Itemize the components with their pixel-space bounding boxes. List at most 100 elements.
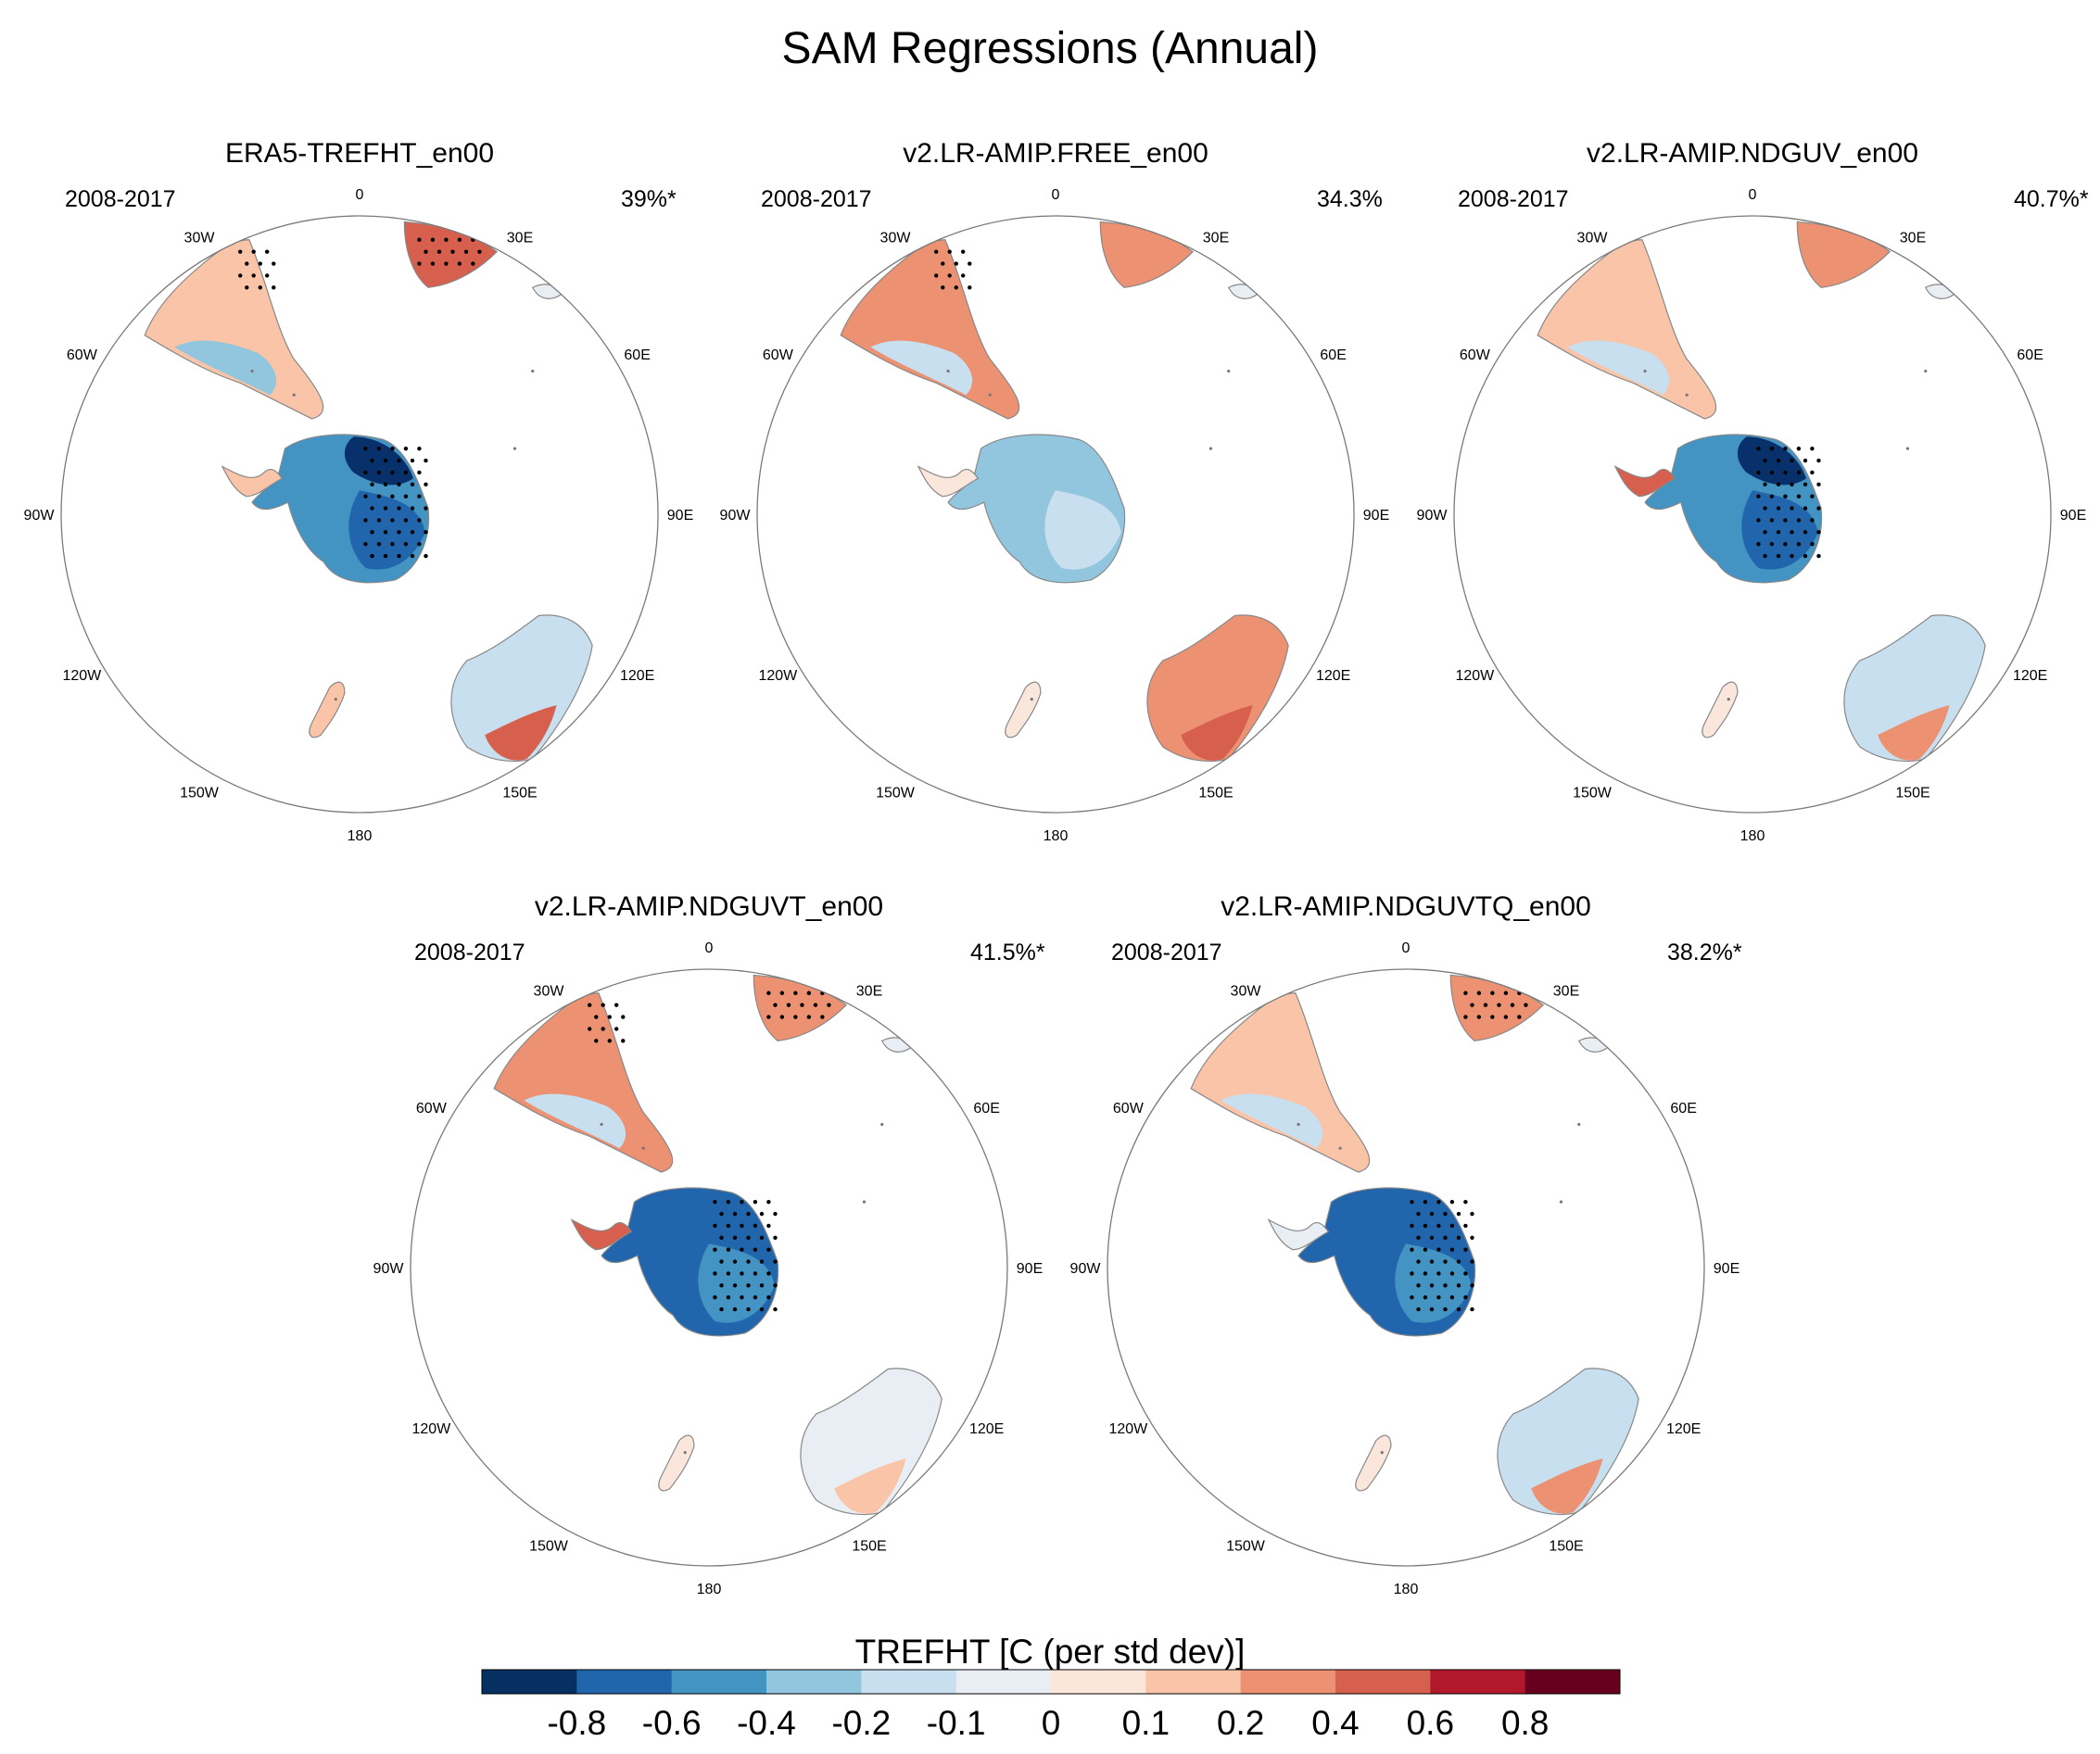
significance-dot xyxy=(713,1247,717,1252)
new-zealand-field xyxy=(1355,1434,1392,1492)
longitude-label: 90E xyxy=(2060,508,2086,524)
significance-dot xyxy=(410,482,415,486)
longitude-label: 60W xyxy=(67,347,98,363)
significance-dot xyxy=(793,991,798,995)
longitude-label: 120E xyxy=(620,668,654,684)
longitude-label: 0 xyxy=(356,187,364,203)
significance-dot xyxy=(370,530,374,535)
significance-dot xyxy=(1796,542,1802,547)
significance-dot xyxy=(1763,530,1767,535)
significance-dot xyxy=(746,1211,751,1217)
significance-dot xyxy=(601,1027,605,1031)
panel-title: v2.LR-AMIP.FREE_en00 xyxy=(903,138,1208,169)
significance-dot xyxy=(1423,1223,1428,1229)
antarctica-interior-field xyxy=(1741,490,1818,570)
significance-dot xyxy=(766,1223,771,1229)
significance-dot xyxy=(1443,1306,1448,1312)
antarctica-interior-field xyxy=(698,1243,775,1323)
south-america-field xyxy=(1190,992,1371,1173)
map-border xyxy=(756,215,1355,814)
significance-dot xyxy=(410,553,415,559)
significance-dot xyxy=(732,1283,738,1288)
significance-dot xyxy=(397,553,401,559)
significance-dot xyxy=(370,458,374,463)
significance-dot xyxy=(614,1003,619,1007)
south-america-south-field xyxy=(524,1093,626,1149)
significance-dot xyxy=(719,1283,724,1288)
significance-dot xyxy=(934,273,939,278)
panels: 0 30E 60E 90E 120E 150E 180 150W 120W 90W 60W 30W ER… xyxy=(24,138,2089,1597)
significance-dot xyxy=(1810,494,1815,498)
longitude-label: 90E xyxy=(1017,1261,1043,1277)
significance-dot xyxy=(376,518,382,523)
significance-dot xyxy=(1756,494,1761,498)
south-america-field xyxy=(144,239,324,420)
island xyxy=(1030,698,1033,701)
significance-dot xyxy=(397,530,401,535)
significance-dot xyxy=(759,1259,765,1264)
south-america-field xyxy=(1537,239,1717,420)
significance-dot xyxy=(1803,482,1808,486)
australia-field xyxy=(450,614,593,763)
significance-dot xyxy=(1810,470,1815,475)
significance-dot xyxy=(258,261,262,266)
island xyxy=(531,369,535,373)
africa-field xyxy=(403,221,499,288)
significance-dot xyxy=(947,249,952,254)
significance-dot xyxy=(1517,1015,1522,1019)
panel-period: 2008-2017 xyxy=(1458,186,1569,212)
significance-dot xyxy=(713,1199,717,1205)
significance-dot xyxy=(1463,1015,1468,1019)
significance-dot xyxy=(376,494,382,498)
panel-period: 2008-2017 xyxy=(65,186,176,212)
significance-dot xyxy=(1816,482,1821,486)
colorbar-tick-label: -0.1 xyxy=(927,1704,986,1742)
significance-dot xyxy=(417,518,422,523)
longitude-label: 180 xyxy=(348,828,373,844)
significance-dot xyxy=(1783,494,1788,498)
panel-title: ERA5-TREFHT_en00 xyxy=(225,138,494,169)
significance-dot xyxy=(1443,1235,1448,1241)
colorbar-swatch xyxy=(766,1670,862,1694)
significance-dot xyxy=(766,1199,771,1205)
island xyxy=(334,698,337,701)
island xyxy=(641,1146,645,1150)
longitude-label: 120W xyxy=(1108,1421,1148,1437)
significance-dot xyxy=(1816,530,1821,535)
significance-dot xyxy=(463,249,469,254)
significance-dot xyxy=(410,458,415,463)
significance-dot xyxy=(773,1283,778,1288)
significance-dot xyxy=(753,1199,758,1205)
significance-dot xyxy=(1423,1271,1428,1276)
significance-dot xyxy=(444,261,449,266)
significance-dot xyxy=(719,1306,724,1312)
australia-field xyxy=(1843,614,1986,763)
australia-south-field xyxy=(485,705,557,761)
longitude-label: 120W xyxy=(62,668,102,684)
significance-dot xyxy=(1436,1223,1441,1229)
significance-dot xyxy=(417,542,422,547)
colorbar-label: TREFHT [C (per std dev)] xyxy=(855,1633,1246,1671)
significance-dot xyxy=(376,446,382,451)
significance-dot xyxy=(713,1223,717,1229)
antarctica-east-field xyxy=(344,436,413,486)
significance-dot xyxy=(820,1015,825,1019)
colorbar-tick-label: 0 xyxy=(1042,1704,1061,1742)
significance-dot xyxy=(1436,1247,1441,1252)
significance-dot xyxy=(779,991,785,995)
longitude-label: 90W xyxy=(373,1261,405,1277)
significance-dot xyxy=(1756,542,1761,547)
land-masses xyxy=(840,221,1289,793)
significance-dot xyxy=(1816,553,1821,559)
significance-dot xyxy=(403,518,409,523)
significance-dot xyxy=(1796,470,1802,475)
island xyxy=(988,393,992,397)
significance-dot xyxy=(251,273,256,278)
significance-dot xyxy=(740,1295,744,1300)
longitude-label: 180 xyxy=(1394,1582,1419,1597)
significance-dot xyxy=(1416,1211,1421,1217)
colorbar-tick-label: -0.4 xyxy=(737,1704,796,1742)
significance-dot xyxy=(759,1211,765,1217)
longitude-label: 30E xyxy=(1203,230,1229,246)
